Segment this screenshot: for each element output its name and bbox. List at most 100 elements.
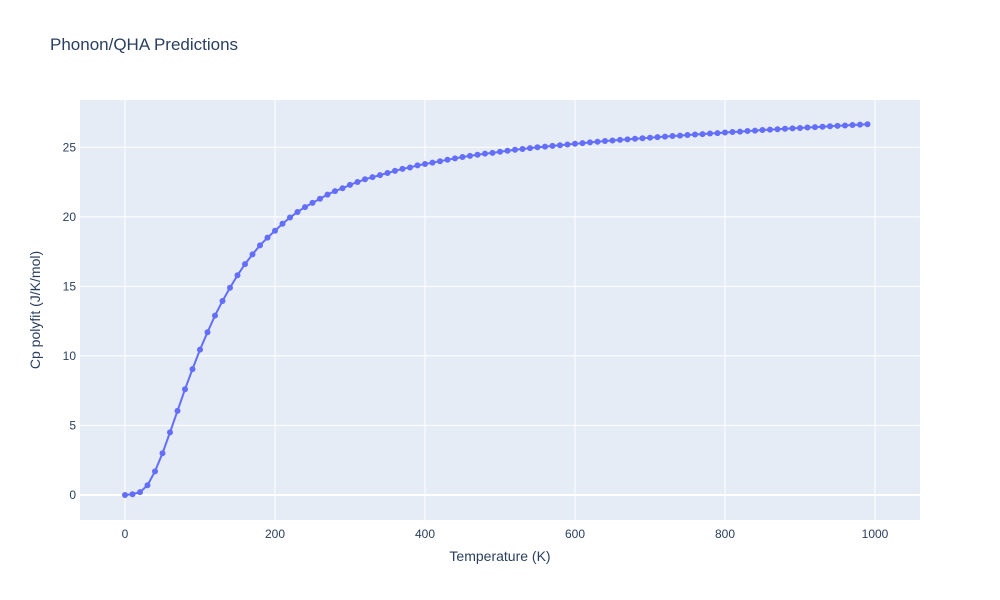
data-point[interactable] (699, 131, 706, 138)
data-point[interactable] (174, 407, 181, 414)
data-point[interactable] (219, 297, 226, 304)
data-point[interactable] (812, 124, 818, 131)
data-point[interactable] (189, 366, 196, 373)
data-point[interactable] (474, 151, 481, 158)
data-point[interactable] (834, 122, 841, 129)
data-point[interactable] (767, 126, 773, 133)
data-point[interactable] (159, 450, 166, 457)
data-point[interactable] (429, 159, 436, 166)
data-point[interactable] (152, 468, 158, 475)
data-point[interactable] (722, 129, 728, 136)
data-point[interactable] (369, 174, 376, 181)
data-point[interactable] (324, 191, 331, 198)
data-point[interactable] (804, 124, 811, 131)
data-point[interactable] (122, 491, 128, 498)
data-point[interactable] (669, 133, 676, 140)
data-point[interactable] (759, 127, 766, 134)
data-point[interactable] (144, 482, 151, 489)
data-point[interactable] (354, 179, 361, 186)
data-point[interactable] (362, 176, 368, 183)
data-point[interactable] (302, 204, 308, 211)
data-point[interactable] (639, 135, 646, 142)
data-point[interactable] (744, 128, 751, 135)
data-point[interactable] (564, 141, 571, 148)
data-point[interactable] (452, 155, 458, 162)
data-point[interactable] (617, 136, 623, 143)
data-point[interactable] (392, 167, 398, 174)
data-point[interactable] (129, 491, 136, 498)
data-point[interactable] (242, 261, 248, 268)
data-point[interactable] (602, 138, 608, 145)
data-point[interactable] (227, 284, 233, 291)
data-point[interactable] (257, 242, 263, 249)
data-point[interactable] (579, 140, 586, 147)
data-point[interactable] (204, 329, 211, 336)
data-point[interactable] (137, 489, 143, 496)
data-point[interactable] (729, 128, 736, 135)
data-point[interactable] (752, 127, 758, 134)
data-point[interactable] (347, 181, 353, 188)
data-point[interactable] (287, 214, 293, 221)
data-point[interactable] (279, 220, 286, 227)
data-point[interactable] (527, 145, 533, 152)
data-point[interactable] (857, 121, 863, 128)
data-point[interactable] (332, 188, 338, 195)
data-point[interactable] (774, 126, 781, 133)
data-point[interactable] (272, 227, 278, 234)
data-point[interactable] (542, 143, 548, 150)
data-point[interactable] (249, 251, 256, 258)
data-point[interactable] (677, 132, 683, 139)
data-point[interactable] (167, 429, 173, 436)
data-point[interactable] (587, 139, 593, 146)
data-point[interactable] (594, 138, 601, 145)
data-point[interactable] (384, 170, 391, 177)
data-point[interactable] (827, 123, 833, 130)
data-point[interactable] (377, 172, 383, 179)
data-point[interactable] (849, 122, 856, 129)
data-point[interactable] (737, 128, 743, 135)
data-point[interactable] (197, 346, 203, 353)
data-point[interactable] (264, 234, 271, 241)
data-point[interactable] (782, 125, 788, 132)
data-point[interactable] (624, 136, 631, 143)
data-point[interactable] (789, 125, 796, 132)
data-point[interactable] (557, 142, 563, 149)
data-point[interactable] (414, 162, 421, 169)
data-point[interactable] (572, 140, 578, 147)
data-point[interactable] (512, 146, 518, 153)
data-point[interactable] (437, 158, 443, 165)
data-point[interactable] (339, 185, 346, 192)
data-point[interactable] (662, 133, 668, 140)
data-point[interactable] (534, 144, 541, 151)
data-point[interactable] (707, 130, 713, 137)
data-point[interactable] (482, 150, 488, 157)
data-point[interactable] (647, 134, 653, 141)
data-point[interactable] (459, 154, 466, 161)
data-point[interactable] (864, 121, 871, 128)
data-point[interactable] (182, 386, 188, 393)
data-point[interactable] (212, 312, 218, 319)
data-point[interactable] (467, 152, 473, 159)
data-point[interactable] (317, 195, 323, 202)
data-point[interactable] (489, 149, 496, 156)
data-point[interactable] (692, 131, 698, 138)
data-point[interactable] (819, 123, 826, 130)
data-point[interactable] (519, 145, 526, 152)
data-point[interactable] (714, 130, 721, 137)
data-point[interactable] (842, 122, 848, 129)
data-point[interactable] (294, 208, 301, 215)
data-point[interactable] (654, 134, 661, 141)
data-point[interactable] (684, 132, 691, 139)
data-point[interactable] (234, 272, 241, 279)
data-point[interactable] (797, 124, 803, 131)
data-point[interactable] (632, 135, 638, 142)
data-point[interactable] (309, 199, 316, 206)
data-point[interactable] (549, 142, 556, 149)
data-point[interactable] (444, 156, 451, 163)
data-point[interactable] (497, 148, 503, 155)
data-point[interactable] (399, 165, 406, 172)
data-point[interactable] (422, 160, 428, 167)
data-point[interactable] (609, 137, 616, 144)
data-point[interactable] (407, 164, 413, 171)
data-point[interactable] (504, 147, 511, 154)
